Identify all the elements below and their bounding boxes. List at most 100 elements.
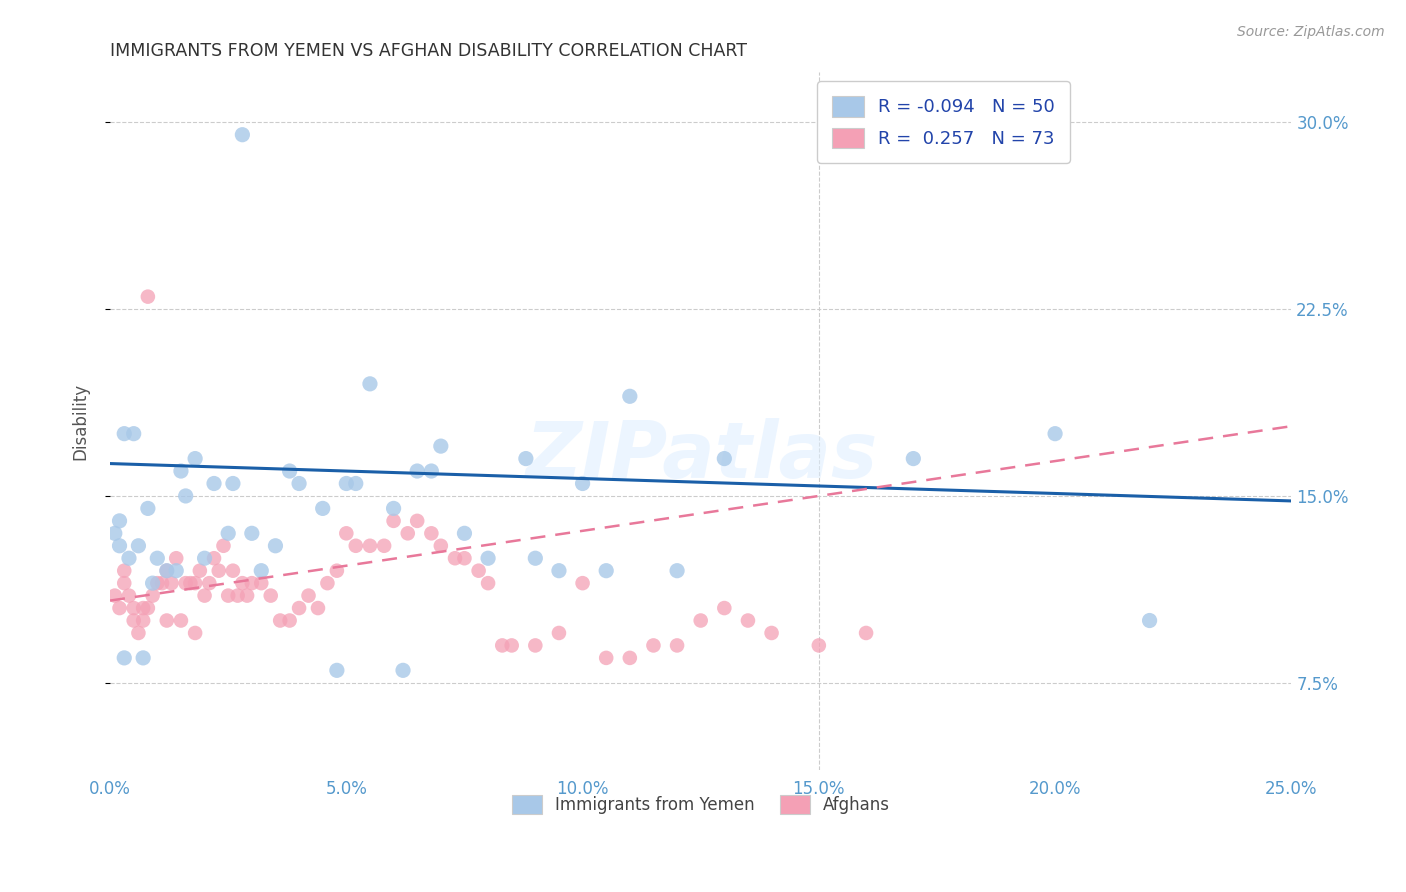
- Point: [326, 564, 349, 578]
- Text: Source: ZipAtlas.com: Source: ZipAtlas.com: [1237, 25, 1385, 39]
- Point: [430, 439, 453, 453]
- Point: [118, 551, 141, 566]
- Point: [312, 501, 335, 516]
- Point: [420, 526, 443, 541]
- Point: [170, 464, 193, 478]
- Point: [264, 539, 287, 553]
- Point: [307, 601, 329, 615]
- Point: [666, 564, 689, 578]
- Point: [188, 564, 211, 578]
- Point: [666, 639, 689, 653]
- Point: [491, 639, 513, 653]
- Point: [236, 589, 259, 603]
- Point: [194, 589, 217, 603]
- Point: [122, 614, 145, 628]
- Point: [108, 514, 131, 528]
- Point: [344, 476, 367, 491]
- Point: [212, 539, 235, 553]
- Point: [112, 426, 135, 441]
- Point: [222, 564, 245, 578]
- Point: [453, 551, 475, 566]
- Point: [217, 589, 239, 603]
- Point: [136, 601, 159, 615]
- Point: [477, 576, 499, 591]
- Point: [420, 464, 443, 478]
- Point: [127, 539, 149, 553]
- Point: [136, 290, 159, 304]
- Point: [132, 601, 155, 615]
- Point: [146, 576, 169, 591]
- Point: [122, 601, 145, 615]
- Point: [269, 614, 291, 628]
- Point: [108, 539, 131, 553]
- Point: [373, 539, 395, 553]
- Point: [548, 626, 571, 640]
- Point: [713, 451, 735, 466]
- Point: [222, 476, 245, 491]
- Point: [174, 576, 197, 591]
- Point: [202, 551, 225, 566]
- Point: [713, 601, 735, 615]
- Point: [194, 551, 217, 566]
- Point: [344, 539, 367, 553]
- Point: [142, 576, 165, 591]
- Point: [226, 589, 249, 603]
- Point: [548, 564, 571, 578]
- Point: [142, 589, 165, 603]
- Point: [396, 526, 419, 541]
- Point: [335, 526, 357, 541]
- Point: [1043, 426, 1066, 441]
- Point: [150, 576, 173, 591]
- Point: [571, 476, 593, 491]
- Point: [146, 551, 169, 566]
- Point: [112, 651, 135, 665]
- Point: [132, 614, 155, 628]
- Point: [1139, 614, 1161, 628]
- Point: [174, 489, 197, 503]
- Point: [231, 128, 253, 142]
- Point: [208, 564, 231, 578]
- Point: [198, 576, 221, 591]
- Point: [156, 614, 179, 628]
- Point: [807, 639, 830, 653]
- Point: [184, 626, 207, 640]
- Point: [108, 601, 131, 615]
- Point: [430, 539, 453, 553]
- Point: [382, 514, 405, 528]
- Point: [156, 564, 179, 578]
- Point: [156, 564, 179, 578]
- Point: [170, 614, 193, 628]
- Point: [104, 526, 127, 541]
- Point: [202, 476, 225, 491]
- Point: [179, 576, 201, 591]
- Point: [118, 589, 141, 603]
- Point: [112, 564, 135, 578]
- Point: [382, 501, 405, 516]
- Point: [122, 426, 145, 441]
- Point: [444, 551, 467, 566]
- Point: [761, 626, 783, 640]
- Point: [132, 651, 155, 665]
- Point: [278, 464, 301, 478]
- Point: [127, 626, 149, 640]
- Point: [501, 639, 523, 653]
- Point: [250, 576, 273, 591]
- Point: [260, 589, 283, 603]
- Point: [406, 464, 429, 478]
- Text: ZIPatlas: ZIPatlas: [524, 418, 877, 494]
- Point: [184, 451, 207, 466]
- Point: [136, 501, 159, 516]
- Point: [250, 564, 273, 578]
- Point: [240, 526, 263, 541]
- Point: [855, 626, 877, 640]
- Point: [571, 576, 593, 591]
- Point: [297, 589, 319, 603]
- Point: [619, 389, 641, 403]
- Point: [392, 664, 415, 678]
- Point: [453, 526, 475, 541]
- Point: [316, 576, 339, 591]
- Point: [467, 564, 489, 578]
- Point: [335, 476, 357, 491]
- Point: [524, 551, 547, 566]
- Point: [359, 376, 381, 391]
